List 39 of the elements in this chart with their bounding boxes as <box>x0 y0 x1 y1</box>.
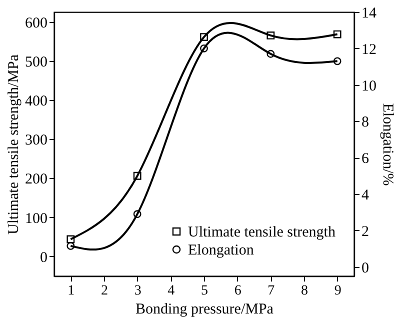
y-tick-label: 300 <box>25 132 48 149</box>
x-tick-label: 1 <box>68 284 75 298</box>
point <box>333 30 342 38</box>
point <box>133 172 142 180</box>
point <box>133 210 142 218</box>
x-tick-label: 3 <box>134 284 142 298</box>
y-tick-label: 500 <box>25 54 48 70</box>
y2-tick-label: 4 <box>362 188 370 204</box>
point <box>266 32 275 40</box>
y-tick-label: 400 <box>25 94 48 110</box>
point <box>333 57 342 66</box>
y-tick-label: 600 <box>25 15 48 32</box>
y2-tick-label: 14 <box>362 6 377 22</box>
x-tick-label: 6 <box>234 284 242 298</box>
x-tick-label: 9 <box>334 284 342 298</box>
x-axis-title: Bonding pressure/MPa <box>136 302 274 318</box>
legend-label: Elongation <box>188 242 254 258</box>
y2-tick-label: 12 <box>362 42 376 58</box>
y2-tick-label: 6 <box>362 151 370 168</box>
y-tick-label: 0 <box>40 250 48 266</box>
point <box>66 235 75 244</box>
x-tick-label: 5 <box>201 284 208 298</box>
y2-tick-label: 2 <box>362 224 369 240</box>
y-tick-label: 100 <box>25 210 48 227</box>
y2-axis-title: Elongation/% <box>380 103 396 186</box>
point <box>66 242 75 250</box>
x-tick-label: 8 <box>301 284 308 298</box>
x-tick-label: 2 <box>101 284 108 298</box>
point <box>200 33 208 41</box>
point <box>266 50 275 58</box>
point <box>200 44 208 52</box>
y2-tick-label: 0 <box>362 260 369 276</box>
x-tick-label: 4 <box>168 284 175 298</box>
y2-tick-label: 10 <box>362 78 376 94</box>
y2-tick-label: 8 <box>362 114 369 131</box>
legend-label: Ultimate tensile strength <box>188 224 336 240</box>
y-tick-label: 200 <box>25 172 48 188</box>
y-axis-title: Ultimate tensile strength/MPa <box>6 54 22 234</box>
x-tick-label: 7 <box>268 284 275 298</box>
